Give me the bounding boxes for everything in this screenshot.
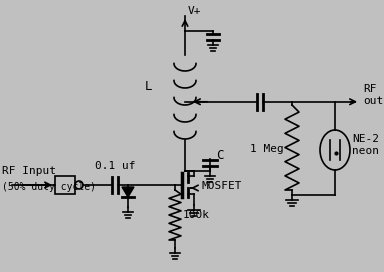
Text: out: out — [363, 96, 383, 106]
Ellipse shape — [320, 130, 350, 170]
Text: C: C — [216, 149, 223, 162]
Bar — [55, 176, 75, 194]
Text: (50% duty cycle): (50% duty cycle) — [2, 182, 96, 192]
Text: 0.1 uf: 0.1 uf — [95, 161, 136, 171]
Text: 100k: 100k — [183, 210, 210, 220]
Text: V+: V+ — [188, 6, 202, 16]
Text: L: L — [145, 80, 152, 93]
Text: RF: RF — [363, 84, 376, 94]
Text: RF Input: RF Input — [2, 166, 56, 176]
Text: neon: neon — [352, 146, 379, 156]
Text: 1 Meg: 1 Meg — [250, 144, 284, 154]
Text: NE-2: NE-2 — [352, 134, 379, 144]
Polygon shape — [122, 187, 134, 197]
Text: MOSFET: MOSFET — [201, 181, 242, 191]
